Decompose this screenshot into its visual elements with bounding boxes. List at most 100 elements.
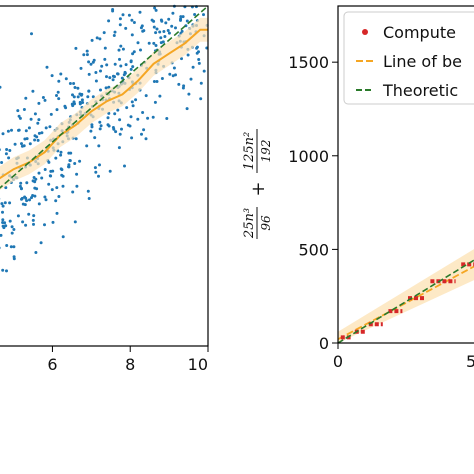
scatter-point xyxy=(3,201,7,205)
scatter-point xyxy=(127,13,131,17)
scatter-point xyxy=(89,62,93,66)
scatter-point xyxy=(1,204,5,208)
scatter-point xyxy=(49,174,53,178)
scatter-point xyxy=(34,251,38,254)
scatter-point xyxy=(108,169,112,173)
scatter-point xyxy=(118,57,121,61)
scatter-point xyxy=(155,80,159,83)
scatter-point xyxy=(159,41,163,45)
scatter-point xyxy=(4,224,8,228)
scatter-point xyxy=(17,128,20,132)
scatter-point xyxy=(50,188,54,192)
scatter-point xyxy=(61,184,65,188)
scatter-point xyxy=(86,189,90,193)
scatter-point xyxy=(12,245,16,249)
scatter-point xyxy=(29,117,33,121)
scatter-point xyxy=(74,46,78,50)
scatter-point xyxy=(41,96,45,99)
scatter-point xyxy=(19,187,23,191)
scatter-point xyxy=(64,77,68,81)
scatter-point xyxy=(134,98,138,102)
scatter-point xyxy=(19,181,23,185)
scatter-point xyxy=(94,71,98,74)
scatter-point xyxy=(144,94,148,98)
scatter-point xyxy=(43,98,47,102)
scatter-point xyxy=(57,79,61,83)
scatter-point xyxy=(202,69,206,73)
scatter-point xyxy=(154,31,158,35)
scatter-point xyxy=(118,118,122,122)
scatter-point xyxy=(147,41,151,45)
ylabel-fraction1-denominator: 96 xyxy=(259,215,273,231)
scatter-point xyxy=(98,163,101,167)
scatter-point xyxy=(5,244,9,247)
scatter-point xyxy=(24,96,28,100)
scatter-point xyxy=(182,84,186,88)
ylabel-fraction1-numerator: 25n³ xyxy=(242,208,257,239)
scatter-point xyxy=(71,190,75,194)
scatter-point xyxy=(27,126,31,130)
scatter-point xyxy=(104,86,108,90)
scatter-point xyxy=(107,19,111,23)
scatter-point xyxy=(129,59,133,63)
scatter-point xyxy=(111,126,115,129)
legend-label-theoretical: Theoretic xyxy=(382,81,458,100)
scatter-point xyxy=(92,58,96,62)
scatter-point xyxy=(45,65,49,69)
scatter-point xyxy=(85,144,89,148)
scatter-point xyxy=(136,41,140,45)
scatter-point xyxy=(76,86,80,90)
scatter-point xyxy=(31,89,35,93)
scatter-point xyxy=(55,94,58,97)
scatter-point xyxy=(171,74,175,78)
scatter-point xyxy=(81,101,85,104)
scatter-point xyxy=(113,62,117,66)
scatter-point xyxy=(123,164,126,168)
scatter-point xyxy=(7,156,11,160)
scatter-point xyxy=(55,108,59,112)
scatter-point xyxy=(187,92,191,96)
scatter-point xyxy=(23,137,27,141)
right-axes-frame xyxy=(337,5,474,344)
scatter-point xyxy=(37,118,41,122)
scatter-point xyxy=(12,228,16,231)
scatter-point xyxy=(174,26,177,30)
scatter-point xyxy=(28,142,32,146)
scatter-point xyxy=(166,29,170,32)
scatter-point xyxy=(47,160,51,164)
scatter-point xyxy=(60,173,64,177)
scatter-point xyxy=(93,136,97,140)
scatter-point xyxy=(51,169,55,173)
scatter-point xyxy=(12,257,16,261)
scatter-point xyxy=(197,61,201,65)
scatter-point xyxy=(118,23,122,27)
scatter-point xyxy=(22,108,26,111)
scatter-point xyxy=(47,182,51,186)
scatter-point xyxy=(177,82,181,86)
scatter-point xyxy=(44,198,48,202)
scatter-point xyxy=(0,161,4,164)
scatter-point xyxy=(142,29,146,33)
scatter-point xyxy=(39,241,43,245)
scatter-point xyxy=(4,152,8,156)
scatter-point xyxy=(1,221,5,224)
left-axes-frame xyxy=(0,5,209,347)
scatter-point xyxy=(37,131,41,135)
scatter-point xyxy=(131,52,135,56)
scatter-point xyxy=(1,268,5,272)
scatter-point xyxy=(91,95,95,99)
scatter-point xyxy=(1,218,5,222)
scatter-point xyxy=(10,231,14,235)
scatter-point xyxy=(167,17,171,21)
scatter-point xyxy=(75,172,79,176)
scatter-point xyxy=(159,18,163,22)
scatter-point xyxy=(20,197,23,201)
scatter-point xyxy=(13,142,17,146)
scatter-point xyxy=(116,108,120,112)
best-fit-band xyxy=(338,249,474,343)
scatter-point xyxy=(197,50,200,54)
scatter-point xyxy=(0,202,4,206)
best-fit-band xyxy=(0,17,208,190)
scatter-point xyxy=(98,120,102,124)
scatter-point xyxy=(100,64,104,68)
